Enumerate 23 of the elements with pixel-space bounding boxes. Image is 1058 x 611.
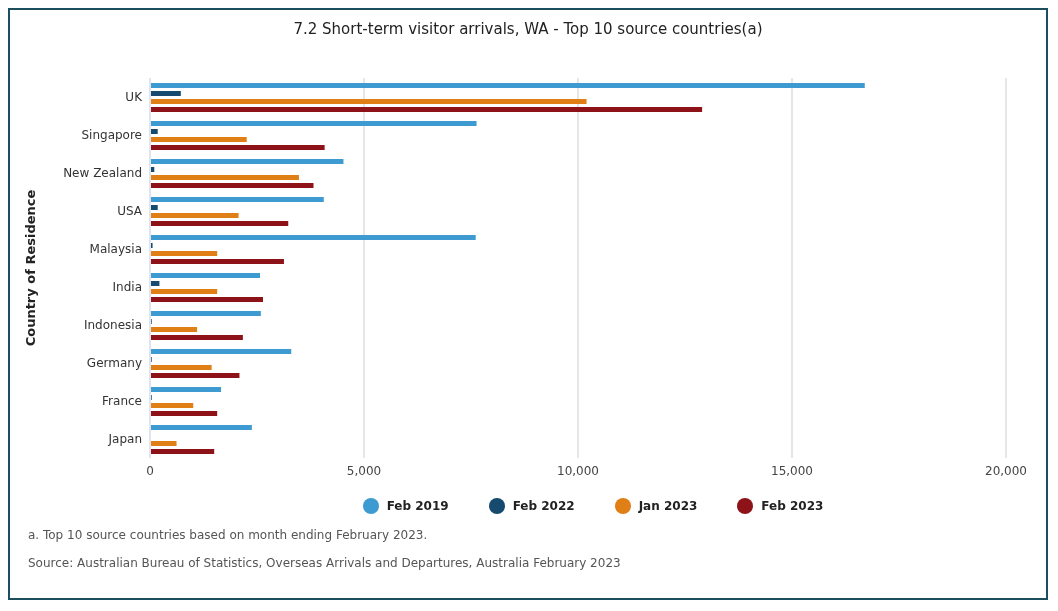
y-tick-label: Singapore — [81, 128, 142, 143]
y-tick-label: Germany — [86, 356, 142, 371]
y-tick-label: New Zealand — [63, 166, 142, 181]
y-axis-title: Country of Residence — [22, 189, 38, 347]
x-tick-label: 20,000 — [985, 463, 1027, 478]
legend-label: Feb 2019 — [386, 499, 449, 513]
y-tick-label: Indonesia — [83, 318, 142, 333]
y-tick-label: Malaysia — [89, 242, 142, 257]
legend-label: Feb 2023 — [761, 499, 824, 513]
y-tick-label: India — [112, 280, 142, 295]
legend-label: Feb 2022 — [512, 499, 575, 513]
x-tick-label: 15,000 — [771, 463, 813, 478]
x-tick-label: 0 — [146, 463, 154, 478]
legend-label: Jan 2023 — [638, 499, 698, 513]
source-note: Source: Australian Bureau of Statistics, Overseas Arrivals and Departures, Australia February 2023 — [28, 556, 622, 570]
x-tick-label: 10,000 — [557, 463, 599, 478]
text: a. Top 10 source countries based on month ending February 2023. — [28, 528, 429, 542]
x-tick-label: 5,000 — [346, 463, 382, 478]
y-tick-label: France — [102, 394, 142, 409]
chart-title: 7.2 Short-term visitor arrivals, WA - Top 10 source countries(a) — [292, 20, 764, 38]
y-tick-label: Japan — [107, 432, 142, 447]
y-tick-label: UK — [125, 90, 144, 105]
y-tick-label: USA — [117, 204, 143, 219]
